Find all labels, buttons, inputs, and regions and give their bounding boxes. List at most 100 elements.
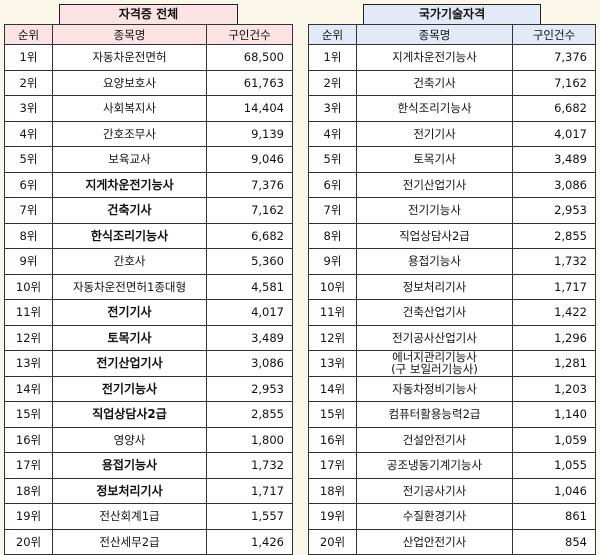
name-cell: 전산회계1급 bbox=[52, 503, 207, 530]
name-cell: 산업안전기사 bbox=[356, 528, 513, 555]
rank-cell: 12위 bbox=[308, 324, 357, 351]
name-cell: 건축산업기사 bbox=[356, 299, 513, 326]
count-cell: 2,855 bbox=[206, 401, 293, 428]
name-cell: 에너지관리기능사 (구 보일러기능사) bbox=[356, 350, 513, 377]
name-cell: 영양사 bbox=[52, 426, 207, 453]
table-row: 4위 전기기사 4,017 bbox=[308, 120, 596, 147]
table-row: 8위 한식조리기능사 6,682 bbox=[4, 222, 293, 249]
table-row: 18위 정보처리기사 1,717 bbox=[4, 477, 293, 504]
name-cell: 전기공사기사 bbox=[356, 477, 513, 504]
count-cell: 1,055 bbox=[512, 452, 596, 479]
name-cell: 한식조리기능사 bbox=[356, 95, 513, 122]
name-cell: 요양보호사 bbox=[52, 69, 207, 96]
table-row: 14위 전기기능사 2,953 bbox=[4, 375, 293, 402]
count-cell: 854 bbox=[512, 528, 596, 555]
table-row: 19위 전산회계1급 1,557 bbox=[4, 503, 293, 530]
name-cell: 토목기사 bbox=[356, 146, 513, 173]
table-row: 10위 정보처리기사 1,717 bbox=[308, 273, 596, 300]
name-cell: 전기산업기사 bbox=[52, 350, 207, 377]
name-cell: 한식조리기능사 bbox=[52, 222, 207, 249]
rank-cell: 11위 bbox=[4, 299, 53, 326]
rank-cell: 7위 bbox=[4, 197, 53, 224]
count-cell: 1,281 bbox=[512, 350, 596, 377]
table-row: 9위 용접기능사 1,732 bbox=[308, 248, 596, 275]
table-row: 2위 건축기사 7,162 bbox=[308, 69, 596, 96]
rank-cell: 19위 bbox=[4, 503, 53, 530]
name-cell: 간호사 bbox=[52, 248, 207, 275]
count-cell: 1,557 bbox=[206, 503, 293, 530]
national-technical-table: 순위 종목명 구인건수 1위 지게차운전기능사 7,376 2위 건축기사 7,162 3위… bbox=[308, 24, 596, 555]
table-row: 14위 자동차정비기능사 1,203 bbox=[308, 375, 596, 402]
table-row: 10위 자동차운전면허1종대형 4,581 bbox=[4, 273, 293, 300]
name-cell: 건축기사 bbox=[356, 69, 513, 96]
rank-cell: 8위 bbox=[4, 222, 53, 249]
count-cell: 861 bbox=[512, 503, 596, 530]
count-cell: 2,953 bbox=[512, 197, 596, 224]
count-header: 구인건수 bbox=[206, 24, 293, 45]
rank-cell: 10위 bbox=[4, 273, 53, 300]
count-cell: 4,017 bbox=[512, 120, 596, 147]
table-row: 19위 수질환경기사 861 bbox=[308, 503, 596, 530]
rank-header: 순위 bbox=[4, 24, 53, 45]
count-cell: 1,046 bbox=[512, 477, 596, 504]
count-cell: 3,489 bbox=[206, 324, 293, 351]
count-cell: 1,426 bbox=[206, 528, 293, 555]
table-row: 5위 보육교사 9,046 bbox=[4, 146, 293, 173]
rank-cell: 16위 bbox=[308, 426, 357, 453]
rank-cell: 16위 bbox=[4, 426, 53, 453]
count-cell: 3,086 bbox=[206, 350, 293, 377]
count-cell: 2,953 bbox=[206, 375, 293, 402]
table-row: 4위 간호조무사 9,139 bbox=[4, 120, 293, 147]
name-cell: 지게차운전기능사 bbox=[356, 44, 513, 71]
rank-cell: 13위 bbox=[308, 350, 357, 377]
table-header-row: 순위 종목명 구인건수 bbox=[308, 24, 596, 45]
count-cell: 61,763 bbox=[206, 69, 293, 96]
table-row: 16위 건설안전기사 1,059 bbox=[308, 426, 596, 453]
count-cell: 6,682 bbox=[512, 95, 596, 122]
rank-cell: 6위 bbox=[4, 171, 53, 198]
rank-cell: 15위 bbox=[4, 401, 53, 428]
count-cell: 3,489 bbox=[512, 146, 596, 173]
count-header: 구인건수 bbox=[512, 24, 596, 45]
table-row: 5위 토목기사 3,489 bbox=[308, 146, 596, 173]
name-cell: 전산세무2급 bbox=[52, 528, 207, 555]
count-cell: 5,360 bbox=[206, 248, 293, 275]
count-cell: 1,717 bbox=[512, 273, 596, 300]
all-certificates-panel: 자격증 전체 순위 종목명 구인건수 1위 자동차운전면허 68,500 2위 요양보호… bbox=[4, 4, 293, 555]
table-row: 13위 전기산업기사 3,086 bbox=[4, 350, 293, 377]
name-cell: 전기기능사 bbox=[52, 375, 207, 402]
rank-cell: 14위 bbox=[308, 375, 357, 402]
table-row: 11위 건축산업기사 1,422 bbox=[308, 299, 596, 326]
count-cell: 1,059 bbox=[512, 426, 596, 453]
rank-cell: 14위 bbox=[4, 375, 53, 402]
count-cell: 1,800 bbox=[206, 426, 293, 453]
all-certificates-table: 순위 종목명 구인건수 1위 자동차운전면허 68,500 2위 요양보호사 61,763… bbox=[4, 24, 293, 555]
table-row: 1위 지게차운전기능사 7,376 bbox=[308, 44, 596, 71]
table-row: 7위 건축기사 7,162 bbox=[4, 197, 293, 224]
table-row: 2위 요양보호사 61,763 bbox=[4, 69, 293, 96]
count-cell: 1,140 bbox=[512, 401, 596, 428]
rank-cell: 20위 bbox=[308, 528, 357, 555]
name-cell: 컴퓨터활용능력2급 bbox=[356, 401, 513, 428]
rank-cell: 20위 bbox=[4, 528, 53, 555]
rank-cell: 1위 bbox=[4, 44, 53, 71]
rank-cell: 2위 bbox=[308, 69, 357, 96]
count-cell: 3,086 bbox=[512, 171, 596, 198]
table-row: 7위 전기기능사 2,953 bbox=[308, 197, 596, 224]
name-cell: 건설안전기사 bbox=[356, 426, 513, 453]
table-row: 16위 영양사 1,800 bbox=[4, 426, 293, 453]
name-cell: 전기공사산업기사 bbox=[356, 324, 513, 351]
name-cell: 자동차운전면허 bbox=[52, 44, 207, 71]
table-row: 8위 직업상담사2급 2,855 bbox=[308, 222, 596, 249]
rank-cell: 5위 bbox=[308, 146, 357, 173]
count-cell: 6,682 bbox=[206, 222, 293, 249]
count-cell: 7,376 bbox=[512, 44, 596, 71]
rank-cell: 18위 bbox=[4, 477, 53, 504]
name-cell: 정보처리기사 bbox=[356, 273, 513, 300]
table-row: 9위 간호사 5,360 bbox=[4, 248, 293, 275]
count-cell: 4,581 bbox=[206, 273, 293, 300]
name-cell: 용접기능사 bbox=[356, 248, 513, 275]
rank-header: 순위 bbox=[308, 24, 357, 45]
name-cell: 공조냉동기계기능사 bbox=[356, 452, 513, 479]
count-cell: 1,732 bbox=[512, 248, 596, 275]
